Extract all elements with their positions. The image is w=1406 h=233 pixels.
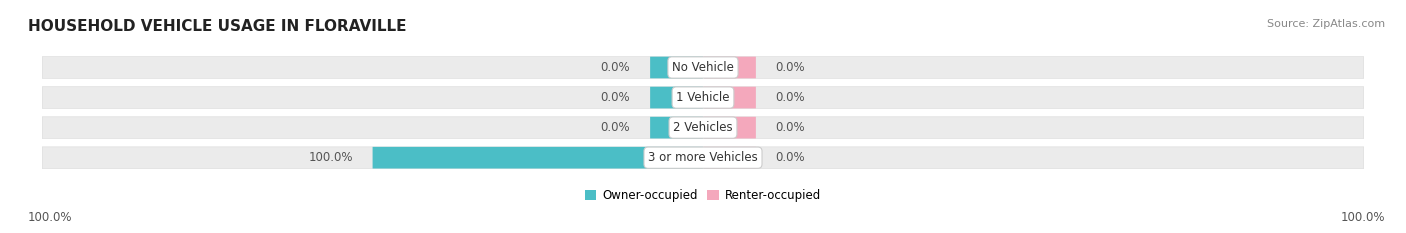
FancyBboxPatch shape [42, 117, 1364, 138]
Text: 2 Vehicles: 2 Vehicles [673, 121, 733, 134]
Text: 0.0%: 0.0% [600, 91, 630, 104]
Text: 0.0%: 0.0% [600, 61, 630, 74]
Text: 100.0%: 100.0% [28, 211, 73, 224]
FancyBboxPatch shape [703, 147, 756, 168]
Text: 0.0%: 0.0% [776, 61, 806, 74]
Text: No Vehicle: No Vehicle [672, 61, 734, 74]
Text: 3 or more Vehicles: 3 or more Vehicles [648, 151, 758, 164]
FancyBboxPatch shape [650, 87, 703, 108]
Text: Source: ZipAtlas.com: Source: ZipAtlas.com [1267, 19, 1385, 29]
FancyBboxPatch shape [650, 57, 703, 78]
Text: 0.0%: 0.0% [600, 121, 630, 134]
Text: 100.0%: 100.0% [308, 151, 353, 164]
FancyBboxPatch shape [703, 57, 756, 78]
FancyBboxPatch shape [42, 57, 1364, 78]
Text: 0.0%: 0.0% [776, 121, 806, 134]
FancyBboxPatch shape [42, 147, 1364, 168]
Text: 1 Vehicle: 1 Vehicle [676, 91, 730, 104]
FancyBboxPatch shape [650, 117, 703, 138]
Legend: Owner-occupied, Renter-occupied: Owner-occupied, Renter-occupied [579, 184, 827, 207]
FancyBboxPatch shape [703, 117, 756, 138]
Text: 100.0%: 100.0% [1340, 211, 1385, 224]
Text: 0.0%: 0.0% [776, 151, 806, 164]
Text: 0.0%: 0.0% [776, 91, 806, 104]
FancyBboxPatch shape [703, 87, 756, 108]
FancyBboxPatch shape [373, 147, 703, 168]
Text: HOUSEHOLD VEHICLE USAGE IN FLORAVILLE: HOUSEHOLD VEHICLE USAGE IN FLORAVILLE [28, 19, 406, 34]
FancyBboxPatch shape [42, 87, 1364, 108]
